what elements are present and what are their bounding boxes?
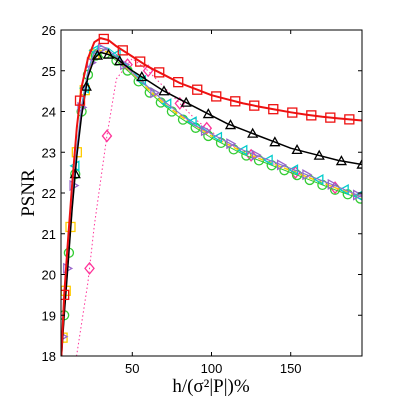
- series-marker: [327, 178, 338, 191]
- y-tick-label: 26: [42, 23, 56, 38]
- series-marker: [335, 155, 348, 166]
- series-marker: [173, 77, 184, 88]
- series-marker: [287, 107, 298, 118]
- series-marker: [114, 55, 126, 66]
- series-marker: [313, 173, 324, 186]
- series-marker: [247, 127, 259, 138]
- series-marker: [135, 56, 146, 67]
- x-tick-label: 50: [125, 361, 139, 376]
- y-tick-label: 20: [42, 268, 56, 283]
- series-line: [61, 51, 362, 356]
- series-layer: [57, 33, 362, 369]
- series-marker: [211, 91, 222, 102]
- series-marker: [338, 183, 349, 196]
- series-marker: [74, 95, 86, 106]
- series-marker: [97, 43, 109, 55]
- series-marker: [101, 129, 113, 143]
- plot-area: [61, 30, 362, 356]
- series-marker: [211, 131, 223, 143]
- y-tick-label: 22: [42, 186, 56, 201]
- series-marker: [84, 261, 95, 275]
- series-marker: [269, 136, 281, 147]
- series-marker: [161, 98, 172, 110]
- series-marker: [288, 164, 299, 176]
- series-marker: [302, 169, 313, 181]
- series-marker: [180, 96, 192, 107]
- series-marker: [291, 143, 303, 155]
- series-marker: [80, 80, 92, 91]
- series-marker: [306, 110, 317, 121]
- series-marker: [98, 33, 109, 45]
- series-marker: [268, 104, 279, 115]
- y-tick-label: 21: [42, 227, 56, 242]
- series-marker: [325, 112, 336, 123]
- series-marker: [150, 87, 161, 99]
- y-tick-label: 25: [42, 64, 56, 79]
- series-marker: [224, 119, 237, 130]
- series-marker: [192, 84, 203, 95]
- series-marker: [226, 138, 237, 150]
- series-marker: [344, 114, 355, 125]
- series-marker: [136, 71, 148, 82]
- series-marker: [276, 159, 288, 171]
- series-marker: [57, 360, 66, 369]
- series-marker: [352, 189, 362, 201]
- series-marker: [249, 100, 260, 111]
- y-tick-label: 24: [42, 105, 56, 120]
- x-tick-label: 100: [201, 361, 223, 376]
- series-marker: [230, 96, 241, 107]
- y-tick-label: 23: [42, 145, 56, 160]
- series-marker: [313, 149, 325, 160]
- y-tick-label: 19: [42, 308, 56, 323]
- series-marker: [356, 158, 362, 169]
- series-marker: [117, 45, 128, 56]
- series-marker: [154, 67, 165, 78]
- x-tick-label: 150: [280, 361, 302, 376]
- series-marker: [262, 154, 273, 166]
- tick-layer: 50 100 150 18 19 20 21 22 23 24 25 26: [42, 23, 362, 376]
- series-marker: [186, 116, 197, 128]
- series-marker: [102, 48, 115, 59]
- y-axis-label: PSNR: [18, 169, 39, 217]
- series-marker: [245, 148, 257, 162]
- series-marker: [237, 144, 248, 156]
- series-7: [61, 33, 362, 356]
- series-marker: [200, 125, 212, 137]
- series-marker: [158, 85, 170, 96]
- series-marker: [251, 149, 262, 161]
- y-tick-label: 18: [42, 349, 56, 364]
- series-marker: [202, 108, 214, 119]
- x-axis-label: h/(σ²|P|)%: [172, 376, 250, 397]
- series-marker: [61, 289, 70, 301]
- series-marker: [91, 49, 104, 60]
